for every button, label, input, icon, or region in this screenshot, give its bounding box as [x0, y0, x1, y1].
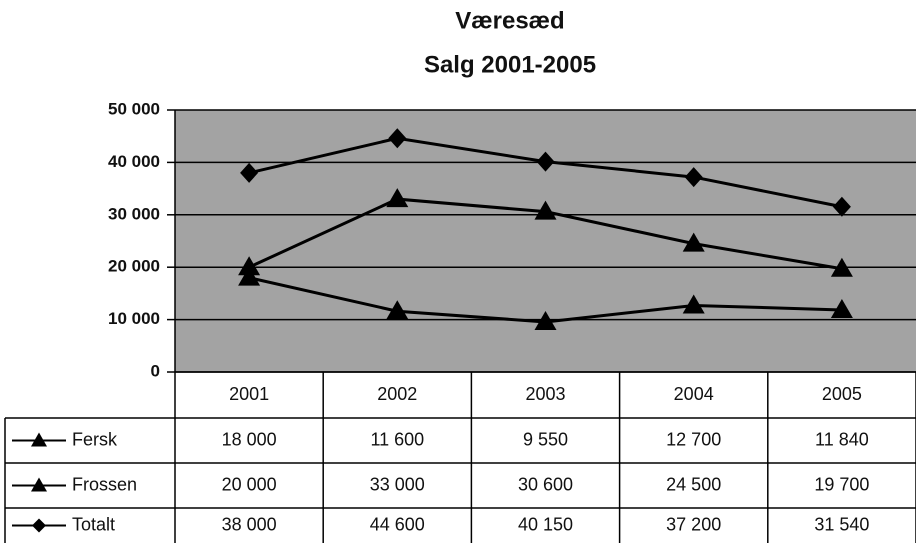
marker — [240, 162, 259, 183]
y-tick-label: 30 000 — [108, 204, 160, 223]
marker — [536, 151, 555, 172]
x-tick-label: 2004 — [674, 384, 714, 404]
table-cell: 37 200 — [666, 514, 721, 534]
legend-marker — [31, 432, 47, 447]
table-cell: 11 600 — [370, 429, 424, 449]
table-cell: 40 150 — [518, 514, 573, 534]
marker — [682, 232, 705, 252]
legend-label: Totalt — [72, 514, 115, 534]
table-cell: 18 000 — [222, 429, 277, 449]
legend-label: Fersk — [72, 429, 118, 449]
table-cell: 24 500 — [666, 474, 721, 494]
x-tick-label: 2005 — [822, 384, 862, 404]
marker — [682, 294, 705, 314]
legend-marker — [31, 477, 47, 492]
legend-marker — [32, 518, 46, 533]
table-cell: 38 000 — [222, 514, 277, 534]
table-cell: 33 000 — [370, 474, 425, 494]
marker — [830, 257, 853, 277]
chart-subtitle: Salg 2001-2005 — [424, 51, 596, 78]
x-tick-label: 2001 — [229, 384, 269, 404]
marker — [534, 200, 557, 220]
y-tick-label: 40 000 — [108, 152, 160, 171]
marker — [830, 298, 853, 318]
table-cell: 31 540 — [814, 514, 869, 534]
x-tick-label: 2003 — [525, 384, 565, 404]
marker — [684, 167, 703, 188]
plot-area — [175, 110, 916, 372]
marker — [388, 128, 407, 149]
table-cell: 9 550 — [523, 429, 568, 449]
table-cell: 30 600 — [518, 474, 573, 494]
table-cell: 20 000 — [222, 474, 277, 494]
table-cell: 44 600 — [370, 514, 425, 534]
marker — [386, 188, 409, 208]
marker — [238, 256, 261, 276]
y-tick-label: 10 000 — [108, 309, 160, 328]
y-tick-label: 20 000 — [108, 257, 160, 276]
marker — [534, 310, 557, 330]
table-cell: 12 700 — [666, 429, 721, 449]
y-tick-label: 50 000 — [108, 99, 160, 118]
marker — [832, 196, 851, 217]
table-cell: 19 700 — [814, 474, 869, 494]
marker — [238, 266, 261, 286]
chart-title: Væresæd — [455, 7, 564, 34]
marker — [386, 300, 409, 320]
y-tick-label: 0 — [151, 361, 160, 380]
legend-label: Frossen — [72, 474, 137, 494]
x-tick-label: 2002 — [377, 384, 417, 404]
table-cell: 11 840 — [815, 429, 869, 449]
